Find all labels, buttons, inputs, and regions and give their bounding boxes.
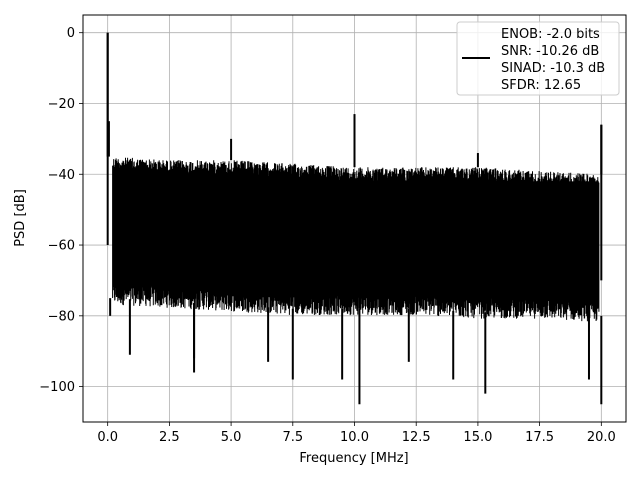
y-tick-label: 0	[67, 26, 75, 41]
x-tick-label: 20.0	[587, 430, 616, 445]
y-tick-label: −80	[48, 309, 75, 324]
legend-entry-sfdr: SFDR: 12.65	[501, 78, 581, 93]
x-tick-label: 12.5	[402, 430, 431, 445]
legend-entry-enob: ENOB: -2.0 bits	[501, 27, 600, 42]
legend: ENOB: -2.0 bits SNR: -10.26 dB SINAD: -1…	[456, 21, 620, 96]
x-tick-label: 17.5	[525, 430, 554, 445]
x-tick-label: 0.0	[97, 430, 118, 445]
legend-entry-sinad: SINAD: -10.3 dB	[501, 61, 605, 76]
x-tick-label: 7.5	[282, 430, 303, 445]
x-tick-label: 2.5	[159, 430, 180, 445]
y-axis-label: PSD [dB]	[13, 189, 28, 247]
legend-box	[456, 21, 620, 96]
x-tick-label: 10.0	[340, 430, 369, 445]
y-tick-label: −20	[48, 97, 75, 112]
psd-series	[106, 32, 603, 405]
x-axis-label: Frequency [MHz]	[299, 451, 408, 466]
x-tick-label: 5.0	[221, 430, 242, 445]
y-tick-label: −100	[39, 380, 75, 395]
x-tick-label: 15.0	[463, 430, 492, 445]
legend-entry-snr: SNR: -10.26 dB	[501, 44, 599, 59]
y-tick-label: −60	[48, 239, 75, 254]
psd-noise-core	[112, 181, 599, 281]
y-tick-label: −40	[48, 168, 75, 183]
axis-ticks: 0.0 2.5 5.0 7.5 10.0 12.5 15.0 17.5 20.0 0 −20 −40 −…	[39, 26, 616, 445]
